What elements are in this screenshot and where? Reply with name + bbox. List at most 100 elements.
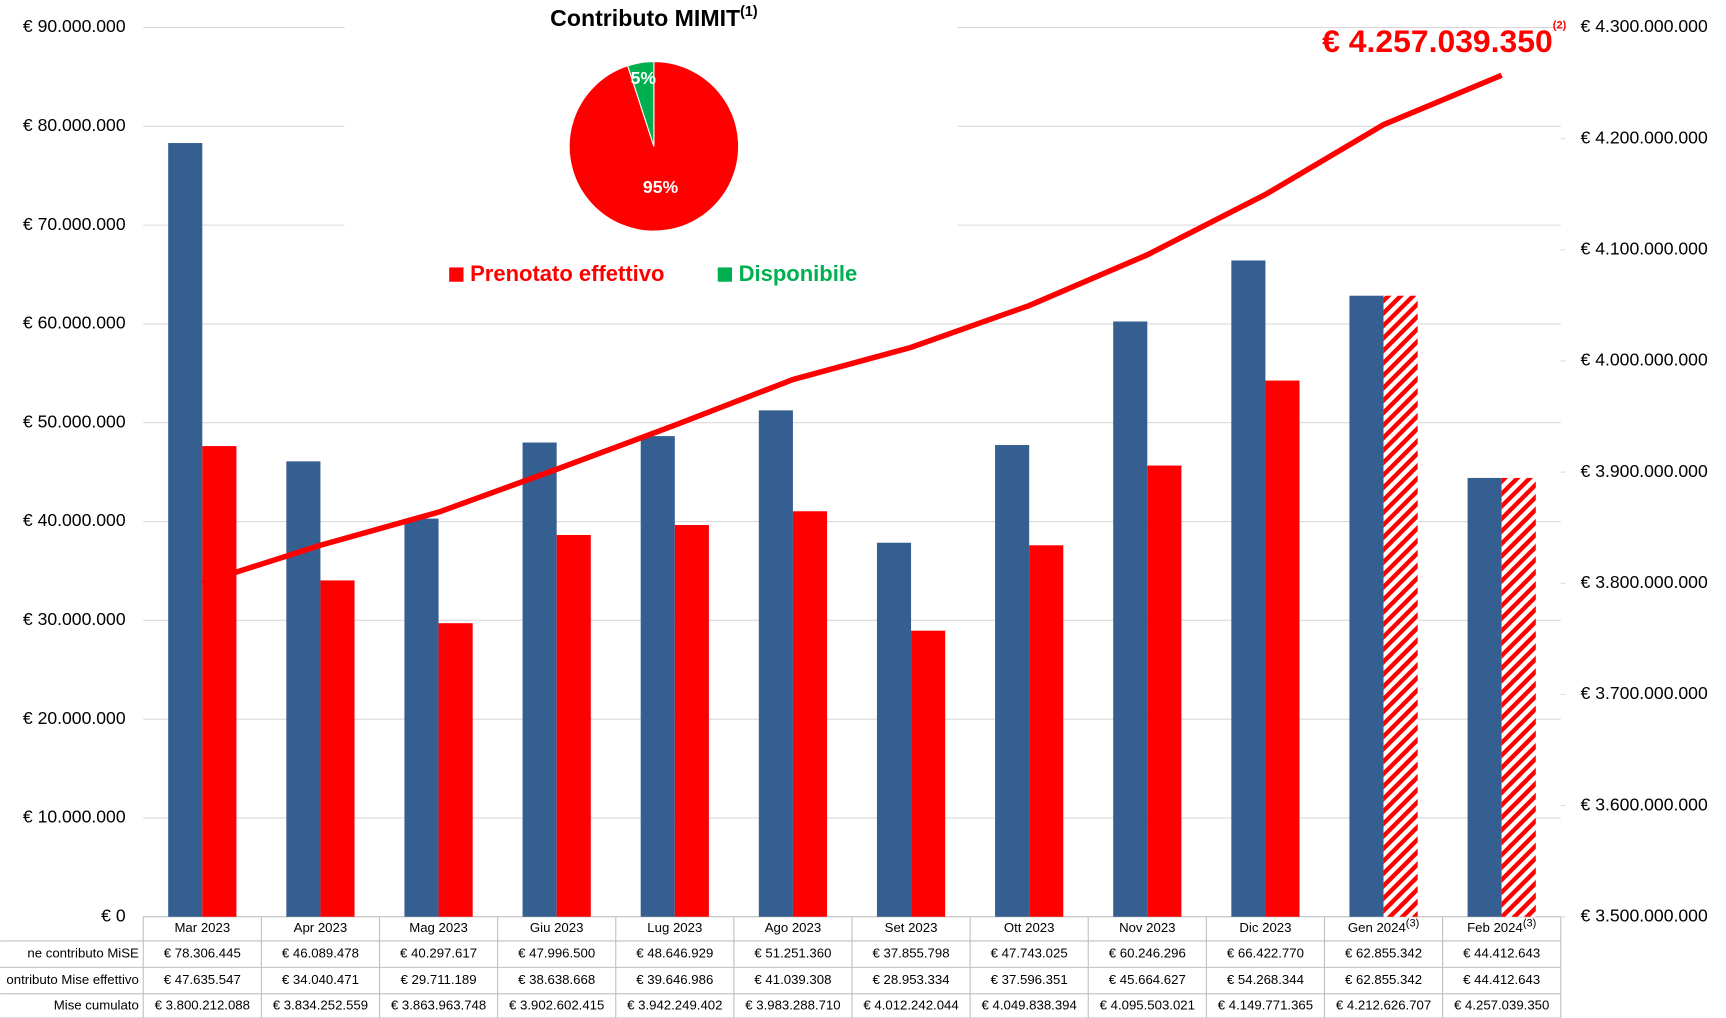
y2-tick-label: € 4.300.000.000	[1581, 16, 1708, 36]
annotation-text: € 4.257.039.350	[1322, 23, 1553, 59]
category-note: (3)	[1406, 917, 1419, 929]
table-cell: € 47.996.500	[518, 946, 595, 961]
category: Mag 2023	[409, 920, 468, 935]
x-tick-label: Mag 2023	[409, 920, 468, 935]
category: Giu 2023	[530, 920, 584, 935]
y2-tick-label: € 4.200.000.000	[1581, 127, 1708, 147]
row-label: ontributo Mise effettivo	[6, 972, 138, 987]
legend-swatch	[717, 267, 733, 282]
category: Apr 2023	[294, 920, 348, 935]
table-cell: € 4.049.838.394	[982, 997, 1077, 1012]
marks: € 0 € 10.000.000 € 20.000.000 € 30.000.000 €…	[6, 4, 1708, 1012]
bar	[1467, 477, 1502, 917]
table-cell: € 28.953.334	[873, 972, 950, 987]
category: Mar 2023	[174, 920, 230, 935]
table-cell: € 3.902.602.415	[509, 997, 604, 1012]
x-tick-label: Dic 2023	[1239, 920, 1291, 935]
annotation: € 4.257.039.350(2)	[1322, 19, 1566, 59]
table-cell: € 37.855.798	[873, 946, 950, 961]
category: Nov 2023	[1119, 920, 1175, 935]
table-cell: € 60.246.296	[1109, 946, 1186, 961]
table-cell: € 41.039.308	[754, 972, 831, 987]
y2-tick-label: € 4.100.000.000	[1581, 238, 1708, 258]
y2-tick-label: € 3.900.000.000	[1581, 461, 1708, 481]
category: Lug 2023	[647, 920, 702, 935]
bar	[1029, 545, 1064, 917]
bar	[876, 542, 912, 917]
bar	[168, 143, 203, 917]
table-cell: € 44.412.643	[1463, 972, 1540, 987]
category: Set 2023	[885, 920, 938, 935]
table-cell: € 51.251.360	[754, 946, 831, 961]
table-cell: € 3.863.963.748	[391, 997, 486, 1012]
y-tick-label: € 70.000.000	[23, 214, 126, 234]
y-tick-label: € 50.000.000	[23, 411, 126, 431]
bar	[792, 511, 828, 917]
table-cell: € 39.646.986	[636, 972, 713, 987]
table-cell: € 3.800.212.088	[155, 997, 250, 1012]
table-cell: € 4.095.503.021	[1100, 997, 1195, 1012]
table-cell: € 4.257.039.350	[1454, 997, 1549, 1012]
bar	[1383, 295, 1418, 917]
legend-label: Prenotato effettivo	[470, 261, 664, 286]
bar	[758, 410, 793, 917]
table-cell: € 54.268.344	[1227, 972, 1304, 987]
bar	[1349, 295, 1384, 917]
annotation-note: (2)	[1553, 19, 1567, 31]
y-tick-label: € 80.000.000	[23, 115, 126, 135]
bar	[1265, 380, 1300, 917]
table-cell: € 3.983.288.710	[745, 997, 840, 1012]
x-tick-label: Lug 2023	[647, 920, 702, 935]
table-cell: € 3.942.249.402	[627, 997, 722, 1012]
x-tick-label: Giu 2023	[530, 920, 584, 935]
y2-tick-label: € 3.800.000.000	[1581, 572, 1708, 592]
table-cell: € 29.711.189	[401, 972, 477, 987]
y2-tick-label: € 4.000.000.000	[1581, 350, 1708, 370]
bar	[556, 534, 591, 917]
pie-title: Contributo MIMIT(1)	[550, 4, 758, 31]
bar	[640, 436, 675, 917]
table-cell: € 37.596.351	[991, 972, 1068, 987]
table-cell: € 34.040.471	[282, 972, 359, 987]
pie-title-note: (1)	[740, 4, 758, 20]
bar	[522, 442, 557, 917]
category: Dic 2023	[1239, 920, 1291, 935]
bar	[320, 580, 355, 917]
row-label: ne contributo MiSE	[27, 946, 139, 961]
table-cell: € 78.306.445	[164, 946, 241, 961]
y-tick-label: € 60.000.000	[23, 313, 126, 333]
bar	[404, 518, 439, 917]
y-tick-label: € 90.000.000	[23, 16, 126, 36]
table-cell: € 4.212.626.707	[1336, 997, 1431, 1012]
x-tick-label: Ago 2023	[765, 920, 821, 935]
bar	[1501, 477, 1536, 917]
row-label: Mise cumulato	[54, 997, 139, 1012]
bar	[1113, 321, 1148, 917]
x-tick-label: Nov 2023	[1119, 920, 1175, 935]
bar	[438, 623, 473, 917]
y2-tick-label: € 3.700.000.000	[1581, 683, 1708, 703]
y2-tick-label: € 3.600.000.000	[1581, 794, 1708, 814]
bar	[674, 525, 709, 917]
table-cell: € 3.834.252.559	[273, 997, 368, 1012]
table-cell: € 4.149.771.365	[1218, 997, 1313, 1012]
bar	[1147, 465, 1182, 917]
pie-slice	[627, 61, 655, 147]
category: Gen 2024	[1348, 920, 1406, 935]
table-cell: € 45.664.627	[1109, 972, 1186, 987]
legend-swatch	[449, 267, 464, 282]
category: Ott 2023	[1004, 920, 1055, 935]
x-tick-label: Apr 2023	[294, 920, 348, 935]
table-cell: € 4.012.242.044	[863, 997, 958, 1012]
table-cell: € 47.635.547	[164, 972, 241, 987]
y-tick-label: € 40.000.000	[23, 510, 126, 530]
table-cell: € 40.297.617	[400, 946, 477, 961]
table-cell: € 38.638.668	[518, 972, 595, 987]
bar	[995, 445, 1030, 917]
x-tick-label: Ott 2023	[1004, 920, 1055, 935]
table-cell: € 66.422.770	[1227, 946, 1304, 961]
y2-tick-label: € 3.500.000.000	[1581, 905, 1708, 925]
x-tick-label: Mar 2023	[174, 920, 230, 935]
pie-title-text: Contributo MIMIT	[550, 5, 740, 31]
